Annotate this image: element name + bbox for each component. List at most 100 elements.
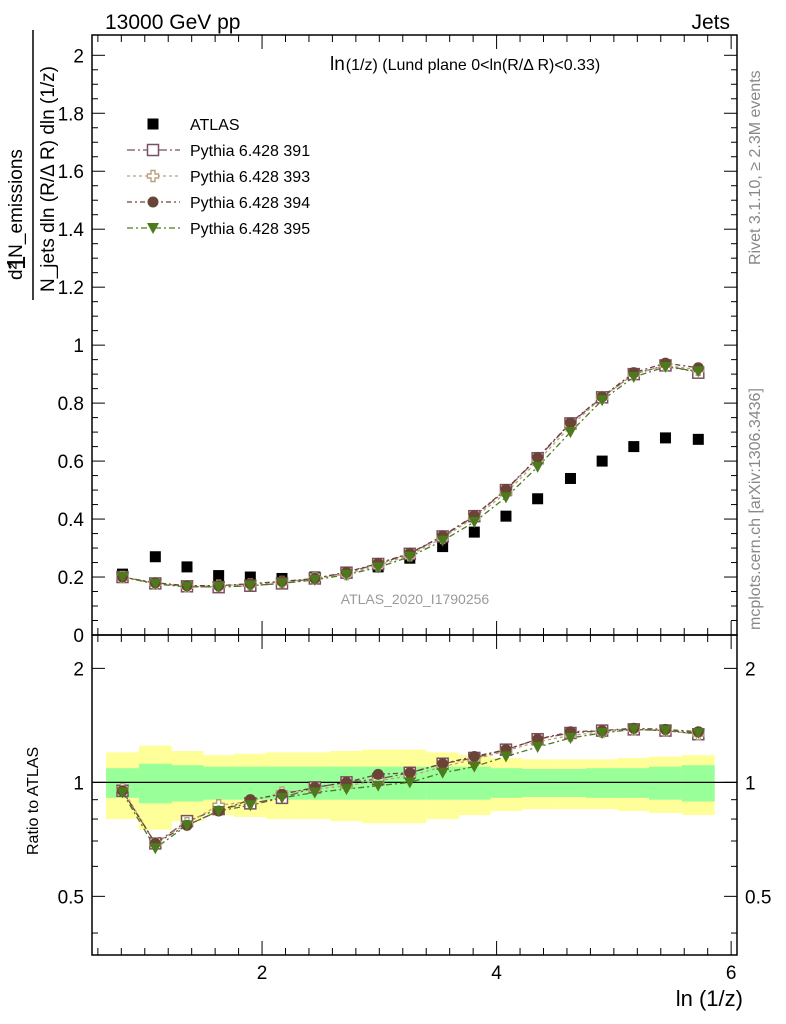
ratio-point-4 <box>659 725 672 737</box>
atlas-data-point <box>500 510 512 522</box>
atlas-data-point <box>692 433 704 445</box>
mc3-data-point <box>500 483 512 495</box>
mcplots-source-label: mcplots.cern.ch [arXiv:1306.3436] <box>747 388 764 630</box>
mc4-data-point <box>372 562 385 574</box>
lower-y-tick-label: 1 <box>73 773 84 794</box>
upper-y-tick-label: 1.2 <box>58 278 84 299</box>
ratio-point-4 <box>180 820 193 832</box>
mc4-data-point <box>403 551 416 563</box>
uncertainty-band-inner <box>202 766 236 800</box>
x-tick-label: 2 <box>257 963 268 984</box>
mc4-data-point <box>149 578 162 590</box>
atlas-data-point <box>244 571 256 583</box>
ratio-point-4 <box>627 724 640 736</box>
plot-title: ln(1/z) (Lund plane 0<ln(R/Δ R)<0.33) <box>330 54 600 75</box>
ratio-point-4 <box>499 751 512 763</box>
atlas-data-point <box>628 441 640 453</box>
ratio-point-3 <box>437 758 449 770</box>
ratio-point-4 <box>244 800 257 812</box>
ratio-point-4 <box>308 787 321 799</box>
ratio-point-4 <box>340 784 353 796</box>
upper-y-tick-label: 0.8 <box>58 394 84 415</box>
lower-y-tick-label: 2 <box>73 659 84 680</box>
ratio-point-4 <box>403 777 416 789</box>
ratio-point-3 <box>372 768 384 780</box>
atlas-data-point <box>564 472 576 484</box>
atlas-data-point <box>213 570 225 582</box>
mc4-data-point <box>275 578 288 590</box>
mc3-data-point <box>564 417 576 429</box>
ratio-point-4 <box>212 806 225 818</box>
uncertainty-band-inner <box>138 763 172 804</box>
legend-marker-3 <box>147 196 159 208</box>
legend-marker-4 <box>147 223 159 234</box>
lower-ylabel: Ratio to ATLAS <box>25 747 42 855</box>
upper-y-tick-label: 0.6 <box>58 452 84 473</box>
upper-y-tick-label: 0.4 <box>58 510 85 531</box>
uncertainty-band-inner <box>681 765 715 802</box>
atlas-data-point <box>532 493 544 505</box>
atlas-data-point <box>659 432 671 444</box>
lower-frame <box>91 634 738 956</box>
rivet-version-label: Rivet 3.1.10, ≥ 2.3M events <box>747 70 764 265</box>
ratio-point-4 <box>692 728 705 740</box>
mc4-data-point <box>116 572 129 584</box>
legend-entry-4: Pythia 6.428 395 <box>190 221 310 238</box>
atlas-data-point <box>149 551 161 563</box>
header-left-label: 13000 GeV pp <box>105 11 240 34</box>
upper-ylabel-one: 1 <box>1 256 31 270</box>
upper-y-tick-label: 1 <box>73 336 84 357</box>
legend-entry-1: Pythia 6.428 391 <box>190 143 310 160</box>
mc4-data-point <box>659 361 672 373</box>
analysis-id-label: ATLAS_2020_I1790256 <box>341 591 490 607</box>
ratio-point-4 <box>372 780 385 792</box>
x-axis-label: ln (1/z) <box>676 986 743 1011</box>
upper-y-tick-label: 0 <box>73 626 84 647</box>
atlas-data-point <box>596 455 608 467</box>
legend-entry-2: Pythia 6.428 393 <box>190 169 310 186</box>
ratio-point-4 <box>468 761 481 773</box>
ratio-point-4 <box>564 732 577 744</box>
mc4-data-point <box>596 395 609 407</box>
mc3-data-point <box>532 452 544 464</box>
legend-entry-0: ATLAS <box>190 117 240 134</box>
legend-marker-1 <box>146 143 160 157</box>
mc4-data-point <box>692 366 705 378</box>
ratio-point-4 <box>436 767 449 779</box>
plot-title-sub: (1/z) (Lund plane 0<ln(R/Δ R)<0.33) <box>346 57 600 74</box>
mc4-data-point <box>531 461 544 473</box>
upper-panel: ATLAS Pythia 6.428 391 Pythia 6.428 393 Pyt… <box>1 30 705 607</box>
ratio-point-3 <box>404 767 416 779</box>
upper-frame <box>91 34 738 636</box>
mc4-data-point <box>212 581 225 593</box>
uncertainty-band-inner <box>170 765 204 802</box>
mc4-data-point <box>468 516 481 528</box>
mc4-data-point <box>180 581 193 593</box>
mc4-data-point <box>308 574 321 586</box>
lower-y-tick-label-right: 1 <box>745 773 756 794</box>
atlas-data-point <box>468 526 480 538</box>
uncertainty-band-inner <box>649 766 682 800</box>
upper-y-tick-label: 2 <box>73 46 84 67</box>
header-right-label: Jets <box>691 11 730 34</box>
plot-title-main: ln <box>330 54 345 75</box>
upper-data-marks <box>116 357 705 594</box>
upper-y-tick-label: 1.8 <box>58 104 84 125</box>
ratio-point-4 <box>275 792 288 804</box>
ratio-point-4 <box>596 728 609 740</box>
upper-y-tick-label: 1.4 <box>58 220 85 241</box>
lower-y-tick-label-right: 2 <box>745 659 756 680</box>
upper-ylabel-denominator: N_jets dln (R/Δ R) dln (1/z) <box>38 66 59 292</box>
lower-y-tick-label: 0.5 <box>58 887 84 908</box>
x-tick-label: 4 <box>491 963 502 984</box>
ratio-point-4 <box>116 787 129 799</box>
upper-y-tick-label: 0.2 <box>58 568 84 589</box>
ratio-point-4 <box>149 843 162 855</box>
ratio-point-3 <box>468 751 480 763</box>
legend: ATLAS Pythia 6.428 391 Pythia 6.428 393 Pyt… <box>127 117 310 238</box>
mc4-data-point <box>564 427 577 439</box>
mc4-data-point <box>244 580 257 592</box>
legend-marker-2 <box>146 169 160 183</box>
atlas-data-point <box>181 561 193 573</box>
uncertainty-band-inner <box>489 768 523 798</box>
